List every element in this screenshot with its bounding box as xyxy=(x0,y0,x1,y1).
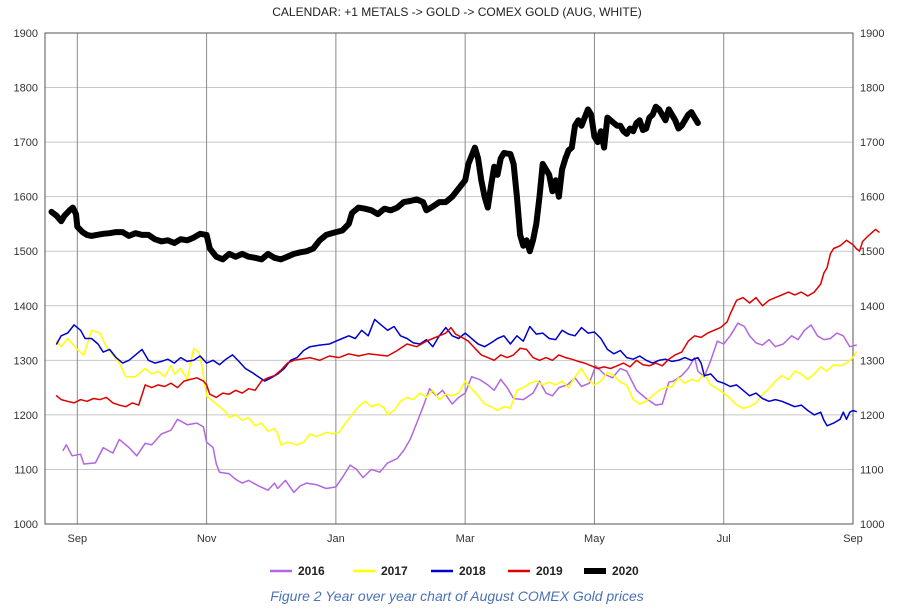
y-tick-label-left: 1800 xyxy=(14,83,38,95)
y-tick-label-right: 1300 xyxy=(860,355,884,367)
series-line-2016 xyxy=(62,322,857,494)
legend: 2016 2017 2018 2019 2020 xyxy=(270,564,639,578)
y-tick-label-right: 1000 xyxy=(860,519,884,531)
x-tick-label: Jul xyxy=(717,533,731,545)
plot-frame xyxy=(44,32,854,525)
legend-label-2017: 2017 xyxy=(381,564,408,578)
chart-title: CALENDAR: +1 METALS -> GOLD -> COMEX GOL… xyxy=(272,5,642,19)
x-tick-label: Jan xyxy=(327,533,345,545)
y-tick-label-right: 1500 xyxy=(860,246,884,258)
y-tick-label-left: 1400 xyxy=(14,301,38,313)
series-line-2018 xyxy=(55,318,857,427)
legend-label-2018: 2018 xyxy=(459,564,486,578)
x-tick-label: Sep xyxy=(843,533,863,545)
y-tick-label-left: 1500 xyxy=(14,246,38,258)
grid xyxy=(45,32,854,525)
y-tick-label-left: 1700 xyxy=(14,137,38,149)
x-tick-label: Nov xyxy=(197,533,217,545)
x-tick-label: May xyxy=(584,533,605,545)
legend-label-2020: 2020 xyxy=(612,564,639,578)
y-tick-label-right: 1700 xyxy=(860,137,884,149)
y-tick-label-right: 1800 xyxy=(860,83,884,95)
series-line-2019 xyxy=(55,228,880,408)
y-tick-label-right: 1900 xyxy=(860,28,884,40)
y-tick-label-right: 1400 xyxy=(860,301,884,313)
y-tick-label-right: 1600 xyxy=(860,192,884,204)
y-tick-label-left: 1900 xyxy=(14,28,38,40)
axes: 1000 1000 1100 1100 1200 1200 1300 1300 1400 1400… xyxy=(14,28,885,545)
y-tick-label-left: 1000 xyxy=(14,519,38,531)
series-lines xyxy=(48,103,880,494)
series-line-2017 xyxy=(55,329,857,446)
y-tick-label-left: 1200 xyxy=(14,410,38,422)
y-tick-label-left: 1600 xyxy=(14,192,38,204)
y-tick-label-right: 1200 xyxy=(860,410,884,422)
x-tick-label: Mar xyxy=(456,533,475,545)
legend-label-2019: 2019 xyxy=(536,564,563,578)
x-tick-label: Sep xyxy=(68,533,88,545)
y-tick-label-right: 1100 xyxy=(860,464,884,476)
legend-label-2016: 2016 xyxy=(298,564,325,578)
y-tick-label-left: 1100 xyxy=(14,464,38,476)
y-tick-label-left: 1300 xyxy=(14,355,38,367)
figure-caption: Figure 2 Year over year chart of August … xyxy=(270,588,644,604)
series-line-2020 xyxy=(48,103,701,263)
